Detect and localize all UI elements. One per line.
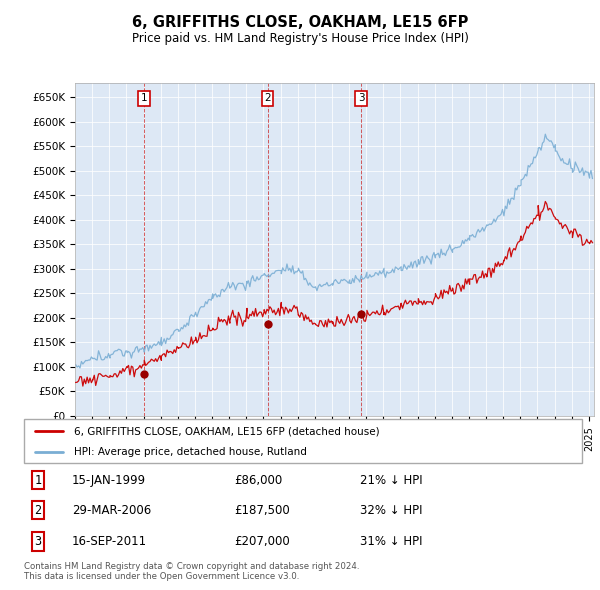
Text: 31% ↓ HPI: 31% ↓ HPI	[360, 535, 422, 548]
Text: 29-MAR-2006: 29-MAR-2006	[72, 504, 151, 517]
Text: £187,500: £187,500	[235, 504, 290, 517]
Text: 1: 1	[141, 93, 148, 103]
Text: 6, GRIFFITHS CLOSE, OAKHAM, LE15 6FP (detached house): 6, GRIFFITHS CLOSE, OAKHAM, LE15 6FP (de…	[74, 427, 380, 436]
Text: 1: 1	[34, 474, 41, 487]
Text: 3: 3	[358, 93, 365, 103]
Text: 2: 2	[264, 93, 271, 103]
Text: 3: 3	[34, 535, 41, 548]
Text: 16-SEP-2011: 16-SEP-2011	[72, 535, 147, 548]
Text: 32% ↓ HPI: 32% ↓ HPI	[360, 504, 422, 517]
Text: 2: 2	[34, 504, 41, 517]
Text: HPI: Average price, detached house, Rutland: HPI: Average price, detached house, Rutl…	[74, 447, 307, 457]
Text: Contains HM Land Registry data © Crown copyright and database right 2024.
This d: Contains HM Land Registry data © Crown c…	[24, 562, 359, 581]
FancyBboxPatch shape	[24, 419, 582, 463]
Text: 15-JAN-1999: 15-JAN-1999	[72, 474, 146, 487]
Text: £207,000: £207,000	[235, 535, 290, 548]
Text: 21% ↓ HPI: 21% ↓ HPI	[360, 474, 422, 487]
Text: £86,000: £86,000	[235, 474, 283, 487]
Text: Price paid vs. HM Land Registry's House Price Index (HPI): Price paid vs. HM Land Registry's House …	[131, 32, 469, 45]
Text: 6, GRIFFITHS CLOSE, OAKHAM, LE15 6FP: 6, GRIFFITHS CLOSE, OAKHAM, LE15 6FP	[132, 15, 468, 30]
